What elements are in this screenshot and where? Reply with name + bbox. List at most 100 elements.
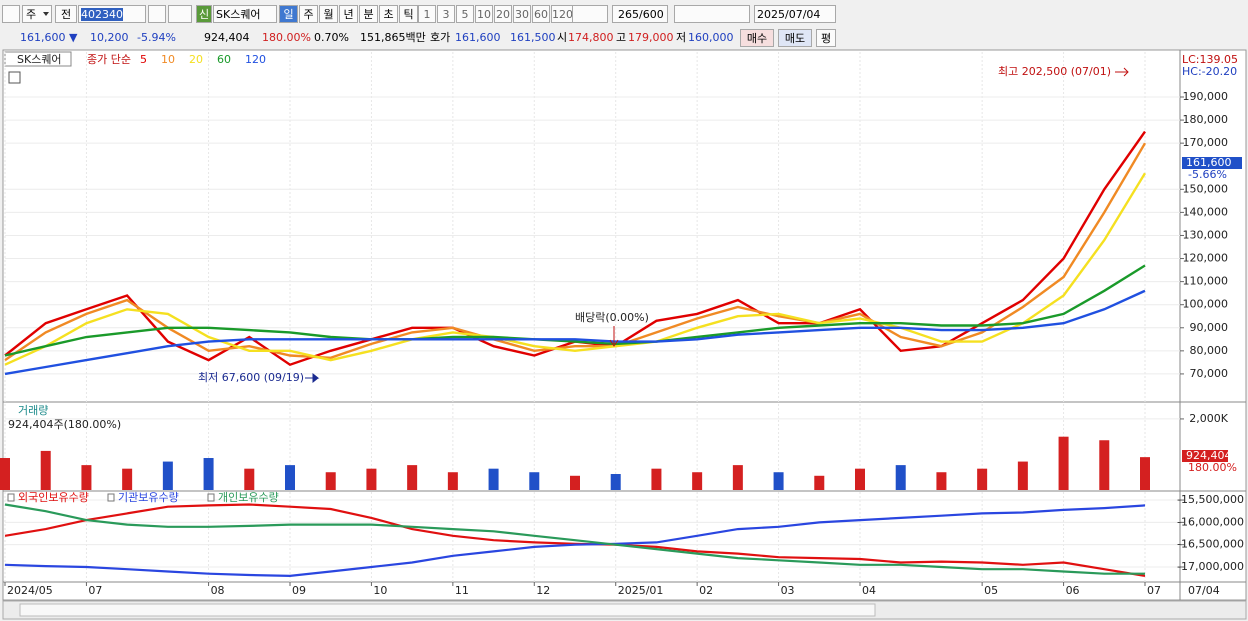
y-tick-label: 170,000 [1183, 136, 1229, 149]
interval-button[interactable]: 20 [494, 5, 512, 23]
open: 174,800 [568, 31, 614, 44]
count-max: /600 [639, 8, 664, 21]
mode-button[interactable]: 전 [55, 5, 77, 23]
period-button[interactable]: 년 [339, 5, 358, 23]
bid: 161,500 [510, 31, 556, 44]
volume-bar [285, 465, 295, 490]
x-tick-label: 12 [536, 584, 550, 597]
dividend-arrow [609, 326, 619, 347]
legend-swatch [7, 493, 15, 502]
period-button[interactable]: 주 [299, 5, 318, 23]
legend-item[interactable]: 10 [161, 53, 175, 66]
interval-button[interactable]: 1 [418, 5, 436, 23]
volume-bar [1017, 461, 1028, 490]
market-select[interactable]: 주 [22, 5, 52, 23]
series-line [4, 172, 1147, 366]
volume-bar [122, 468, 133, 490]
sell-button[interactable]: 매도 [778, 29, 812, 47]
volume-bar [162, 461, 173, 490]
y-tick-label: 90,000 [1190, 321, 1229, 334]
last-volume: 924,404 [1186, 449, 1232, 462]
stock-name[interactable]: SK스퀘어 [213, 5, 277, 23]
period-button[interactable]: 일 [279, 5, 298, 23]
legend-title: SK스퀘어 [17, 53, 62, 66]
legend-item[interactable]: 60 [217, 53, 231, 66]
low-arrow [305, 372, 320, 384]
code-text: 402340 [81, 8, 123, 21]
buy-button[interactable]: 매수 [740, 29, 774, 47]
scroll-thumb[interactable] [19, 603, 876, 617]
tool-buttons[interactable] [674, 5, 750, 23]
high-note: 최고 202,500 (07/01) [998, 65, 1111, 78]
x-tick-label: 07 [88, 584, 102, 597]
interval-button[interactable]: 60 [532, 5, 550, 23]
interval-button[interactable]: 3 [437, 5, 455, 23]
period-button[interactable]: 월 [319, 5, 338, 23]
date-input[interactable]: 2025/07/04 [754, 5, 836, 23]
y-tick-label: 110,000 [1183, 275, 1229, 288]
volume-bar [203, 458, 214, 490]
period-button[interactable]: 분 [359, 5, 378, 23]
x-tick-label: 04 [862, 584, 876, 597]
hc-label: HC:-20.20 [1182, 65, 1237, 78]
code-input[interactable]: 402340 [78, 5, 146, 23]
period-button[interactable]: 틱 [399, 5, 418, 23]
x-tick-label: 07 [1147, 584, 1161, 597]
x-tick-label: 2025/01 [618, 584, 664, 597]
last-price: 161,600 [1186, 156, 1232, 169]
open-label: 시 [557, 31, 568, 44]
credit-badge: 신 [196, 5, 212, 23]
ask: 161,600 [455, 31, 501, 44]
interval-button[interactable]: 10 [475, 5, 493, 23]
y-tick-label: -15,500,000 [1177, 493, 1244, 506]
x-end-label: 07/04 [1188, 584, 1220, 597]
legend-item[interactable]: 120 [245, 53, 266, 66]
last-volume-box [1182, 450, 1228, 462]
sound-button[interactable] [168, 5, 192, 23]
legend-item: 외국인보유수량 [18, 491, 89, 504]
x-tick-label: 02 [699, 584, 713, 597]
volume-bar [570, 475, 580, 490]
dividend-note: 배당락(0.00%) [575, 311, 649, 324]
count: 265 [618, 8, 639, 21]
x-tick-label: 10 [373, 584, 387, 597]
avg-button[interactable]: 평 [816, 29, 836, 47]
legend-item[interactable]: 5 [140, 53, 147, 66]
legend-item[interactable]: 20 [189, 53, 203, 66]
volume-ratio: 180.00% [262, 31, 311, 44]
bid-label: 호가 [430, 31, 451, 44]
x-tick-label: 06 [1066, 584, 1080, 597]
last-price-box [1182, 157, 1242, 169]
low-note: 최저 67,600 (09/19) [198, 371, 304, 384]
count-box[interactable]: 265/600 [612, 5, 668, 23]
y-tick-label: 70,000 [1190, 367, 1229, 380]
volume-bar [40, 450, 51, 490]
interval-button[interactable]: 5 [456, 5, 474, 23]
period-button[interactable]: 초 [379, 5, 398, 23]
legend-box [4, 51, 72, 67]
y-tick-label: 120,000 [1183, 252, 1229, 265]
high-label: 고 [616, 31, 627, 44]
search-button[interactable] [148, 5, 166, 23]
y-tick-label: 150,000 [1183, 182, 1229, 195]
x-tick-label: 2024/05 [7, 584, 53, 597]
volume-bar [651, 468, 662, 490]
legend-swatch [107, 493, 115, 502]
y-tick-label: 130,000 [1183, 228, 1229, 241]
interval-button[interactable]: 120 [551, 5, 573, 23]
x-tick-label: 03 [781, 584, 795, 597]
menu-icon[interactable] [2, 5, 20, 23]
x-tick-label: 05 [984, 584, 998, 597]
volume-bar [1058, 436, 1069, 490]
x-tick-label: 11 [455, 584, 469, 597]
legend-subtitle: 종가 단순 [87, 53, 131, 66]
interval-button[interactable]: 30 [513, 5, 531, 23]
lc-label: LC:139.05 [1182, 53, 1238, 66]
volume-bar [366, 468, 377, 490]
y-tick-label: -16,500,000 [1177, 538, 1244, 551]
volume-bar [610, 474, 621, 490]
legend-swatch [207, 493, 215, 502]
table-icon[interactable] [8, 71, 21, 84]
